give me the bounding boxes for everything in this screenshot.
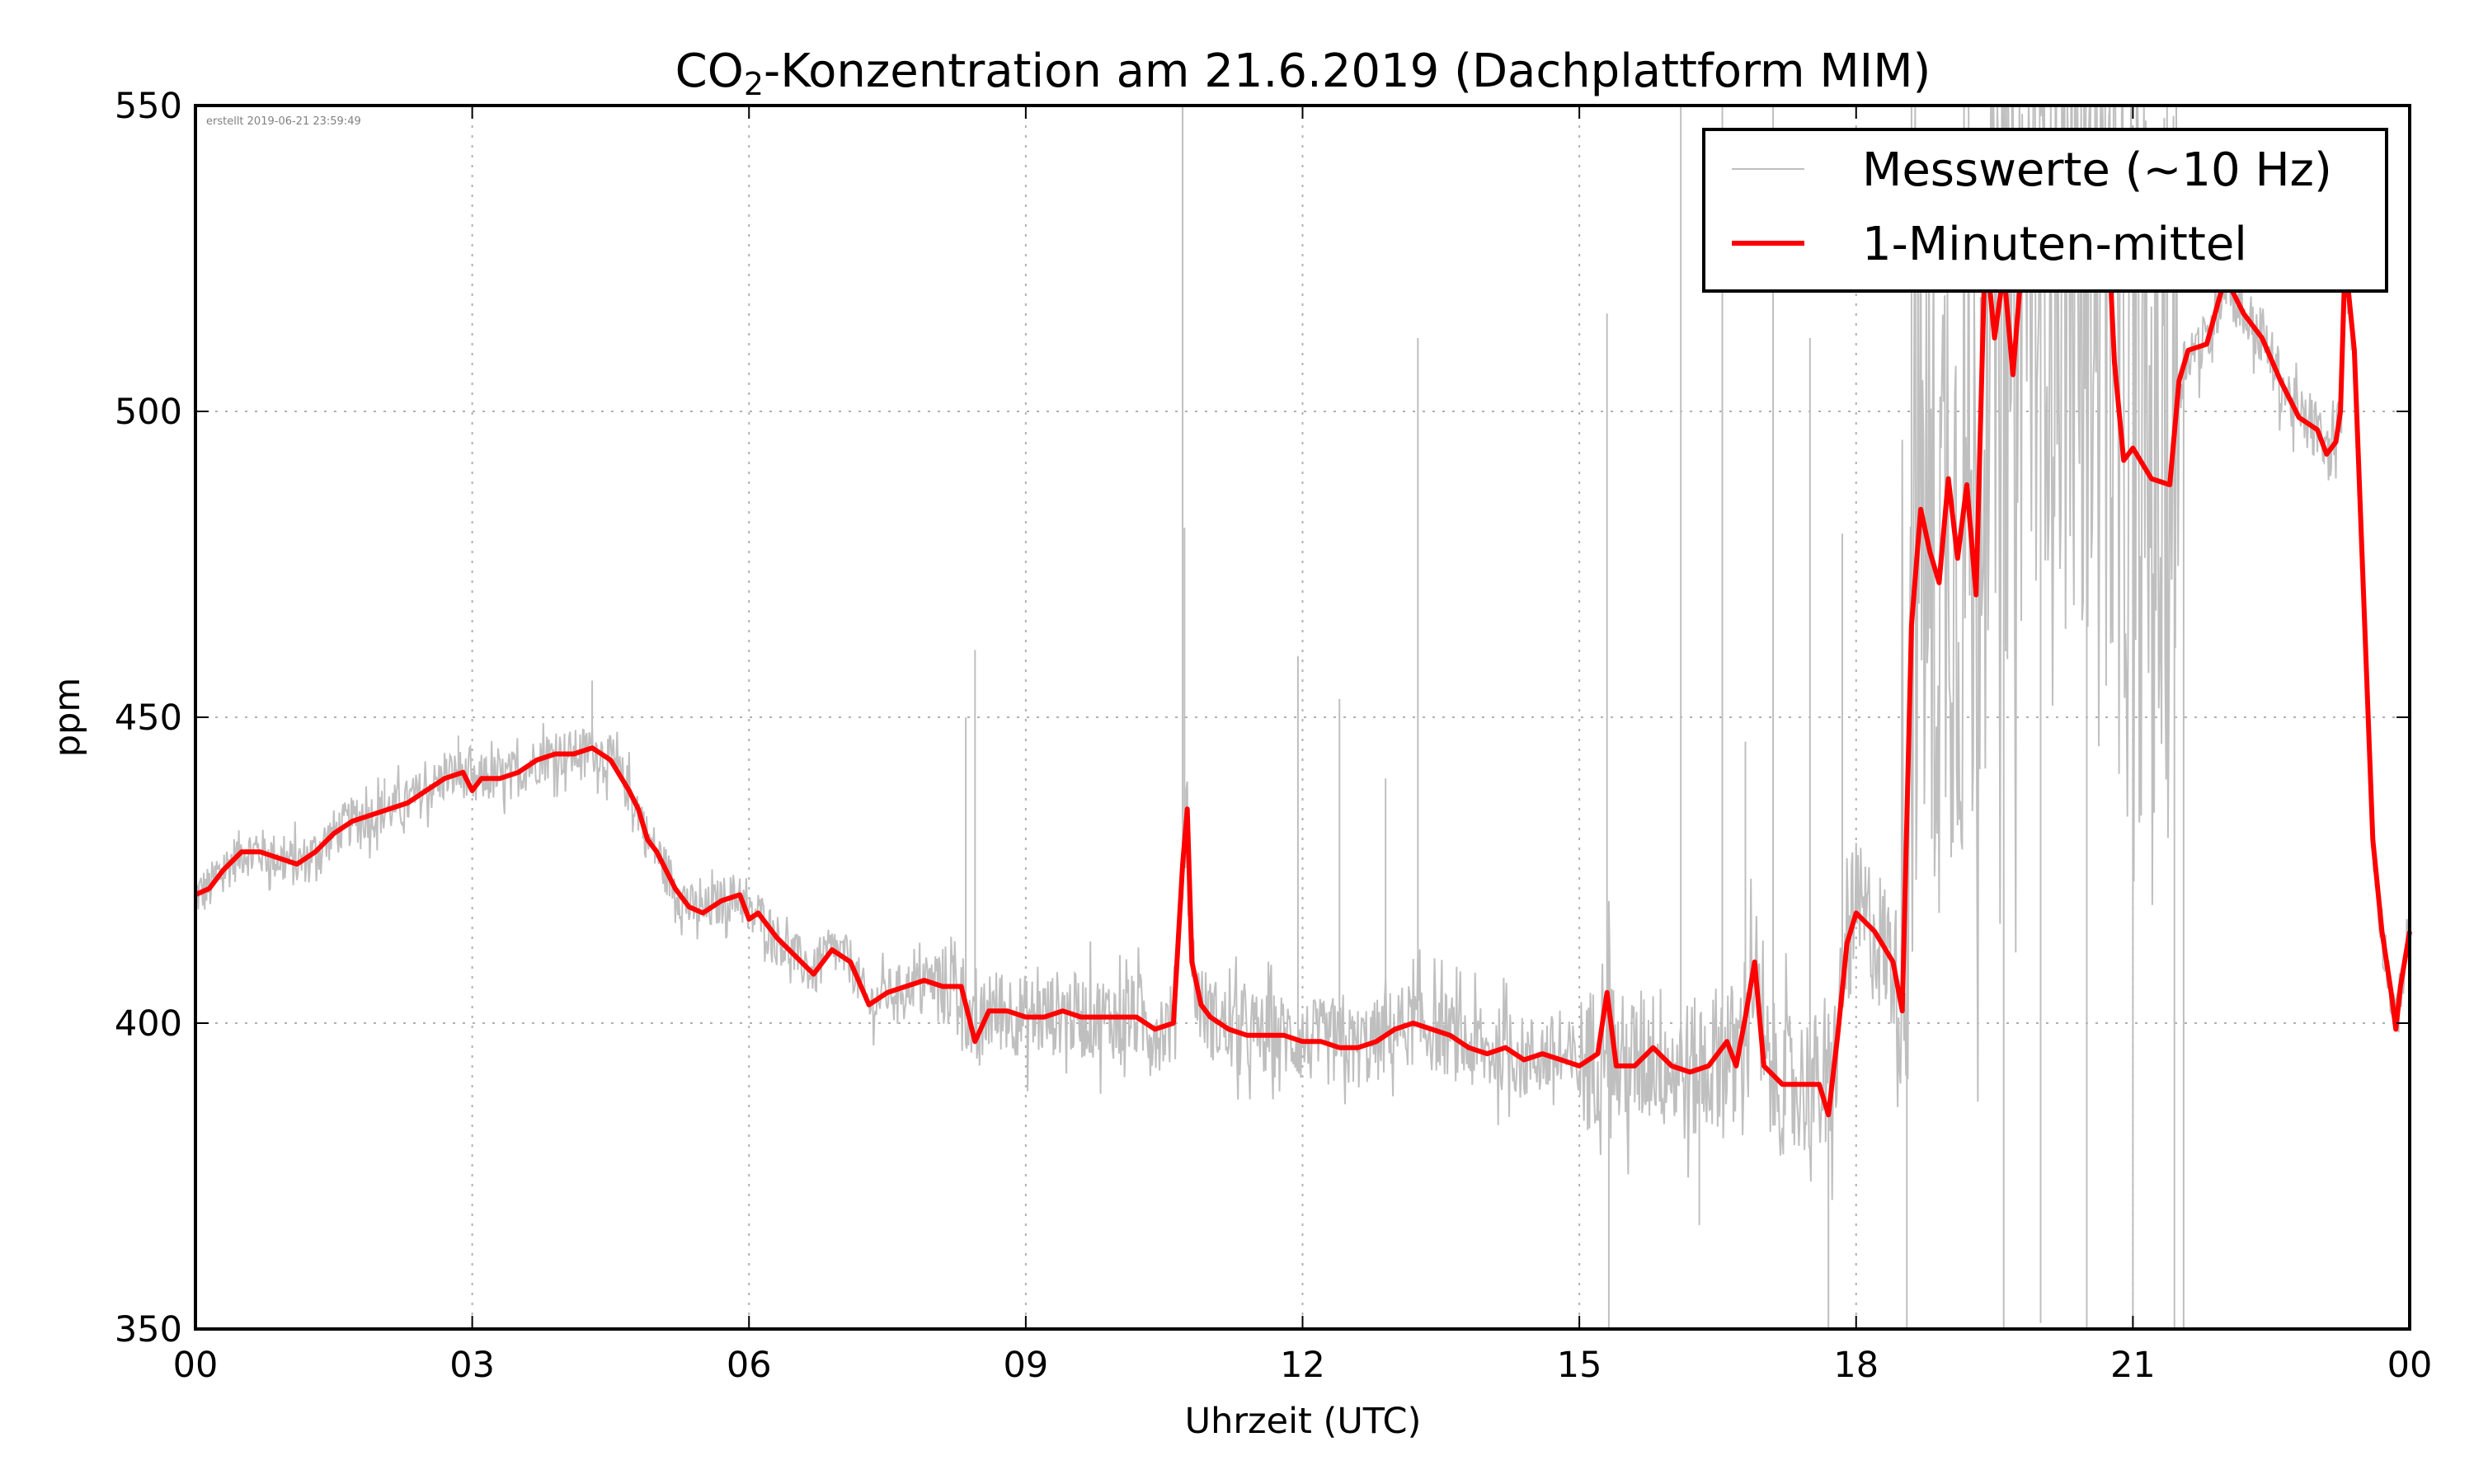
raw-measurements-series xyxy=(195,105,2411,1329)
creation-timestamp: erstellt 2019-06-21 23:59:49 xyxy=(206,115,361,128)
title-sub: 2 xyxy=(744,66,764,102)
x-tick-label: 03 xyxy=(449,1345,495,1386)
y-tick-label: 550 xyxy=(115,86,182,127)
x-tick-label: 00 xyxy=(2387,1345,2433,1386)
x-tick-label: 18 xyxy=(1833,1345,1879,1386)
title-pre: CO xyxy=(675,45,744,98)
x-tick-label: 09 xyxy=(1004,1345,1049,1386)
raw-measurements-line xyxy=(195,105,2411,1200)
x-tick-label: 12 xyxy=(1280,1345,1325,1386)
x-tick-label: 15 xyxy=(1557,1345,1602,1386)
chart-title: CO2-Konzentration am 21.6.2019 (Dachplat… xyxy=(675,45,1931,102)
legend-box xyxy=(1702,128,2388,293)
legend-label-raw: Messwerte (~10 Hz) xyxy=(1862,143,2332,197)
legend: Messwerte (~10 Hz) 1-Minuten-mittel xyxy=(1702,128,2388,293)
title-post: -Konzentration am 21.6.2019 (Dachplattfo… xyxy=(764,45,1931,98)
y-axis-label: ppm xyxy=(47,678,88,757)
y-tick-label: 450 xyxy=(115,697,182,739)
legend-label-mean: 1-Minuten-mittel xyxy=(1862,218,2247,271)
x-tick-label: 00 xyxy=(173,1345,219,1386)
y-tick-label: 400 xyxy=(115,1003,182,1045)
x-axis-label: Uhrzeit (UTC) xyxy=(1185,1401,1422,1442)
x-tick-label: 21 xyxy=(2110,1345,2156,1386)
y-tick-label: 500 xyxy=(115,392,182,433)
y-tick-label: 350 xyxy=(115,1309,182,1350)
x-tick-label: 06 xyxy=(727,1345,772,1386)
